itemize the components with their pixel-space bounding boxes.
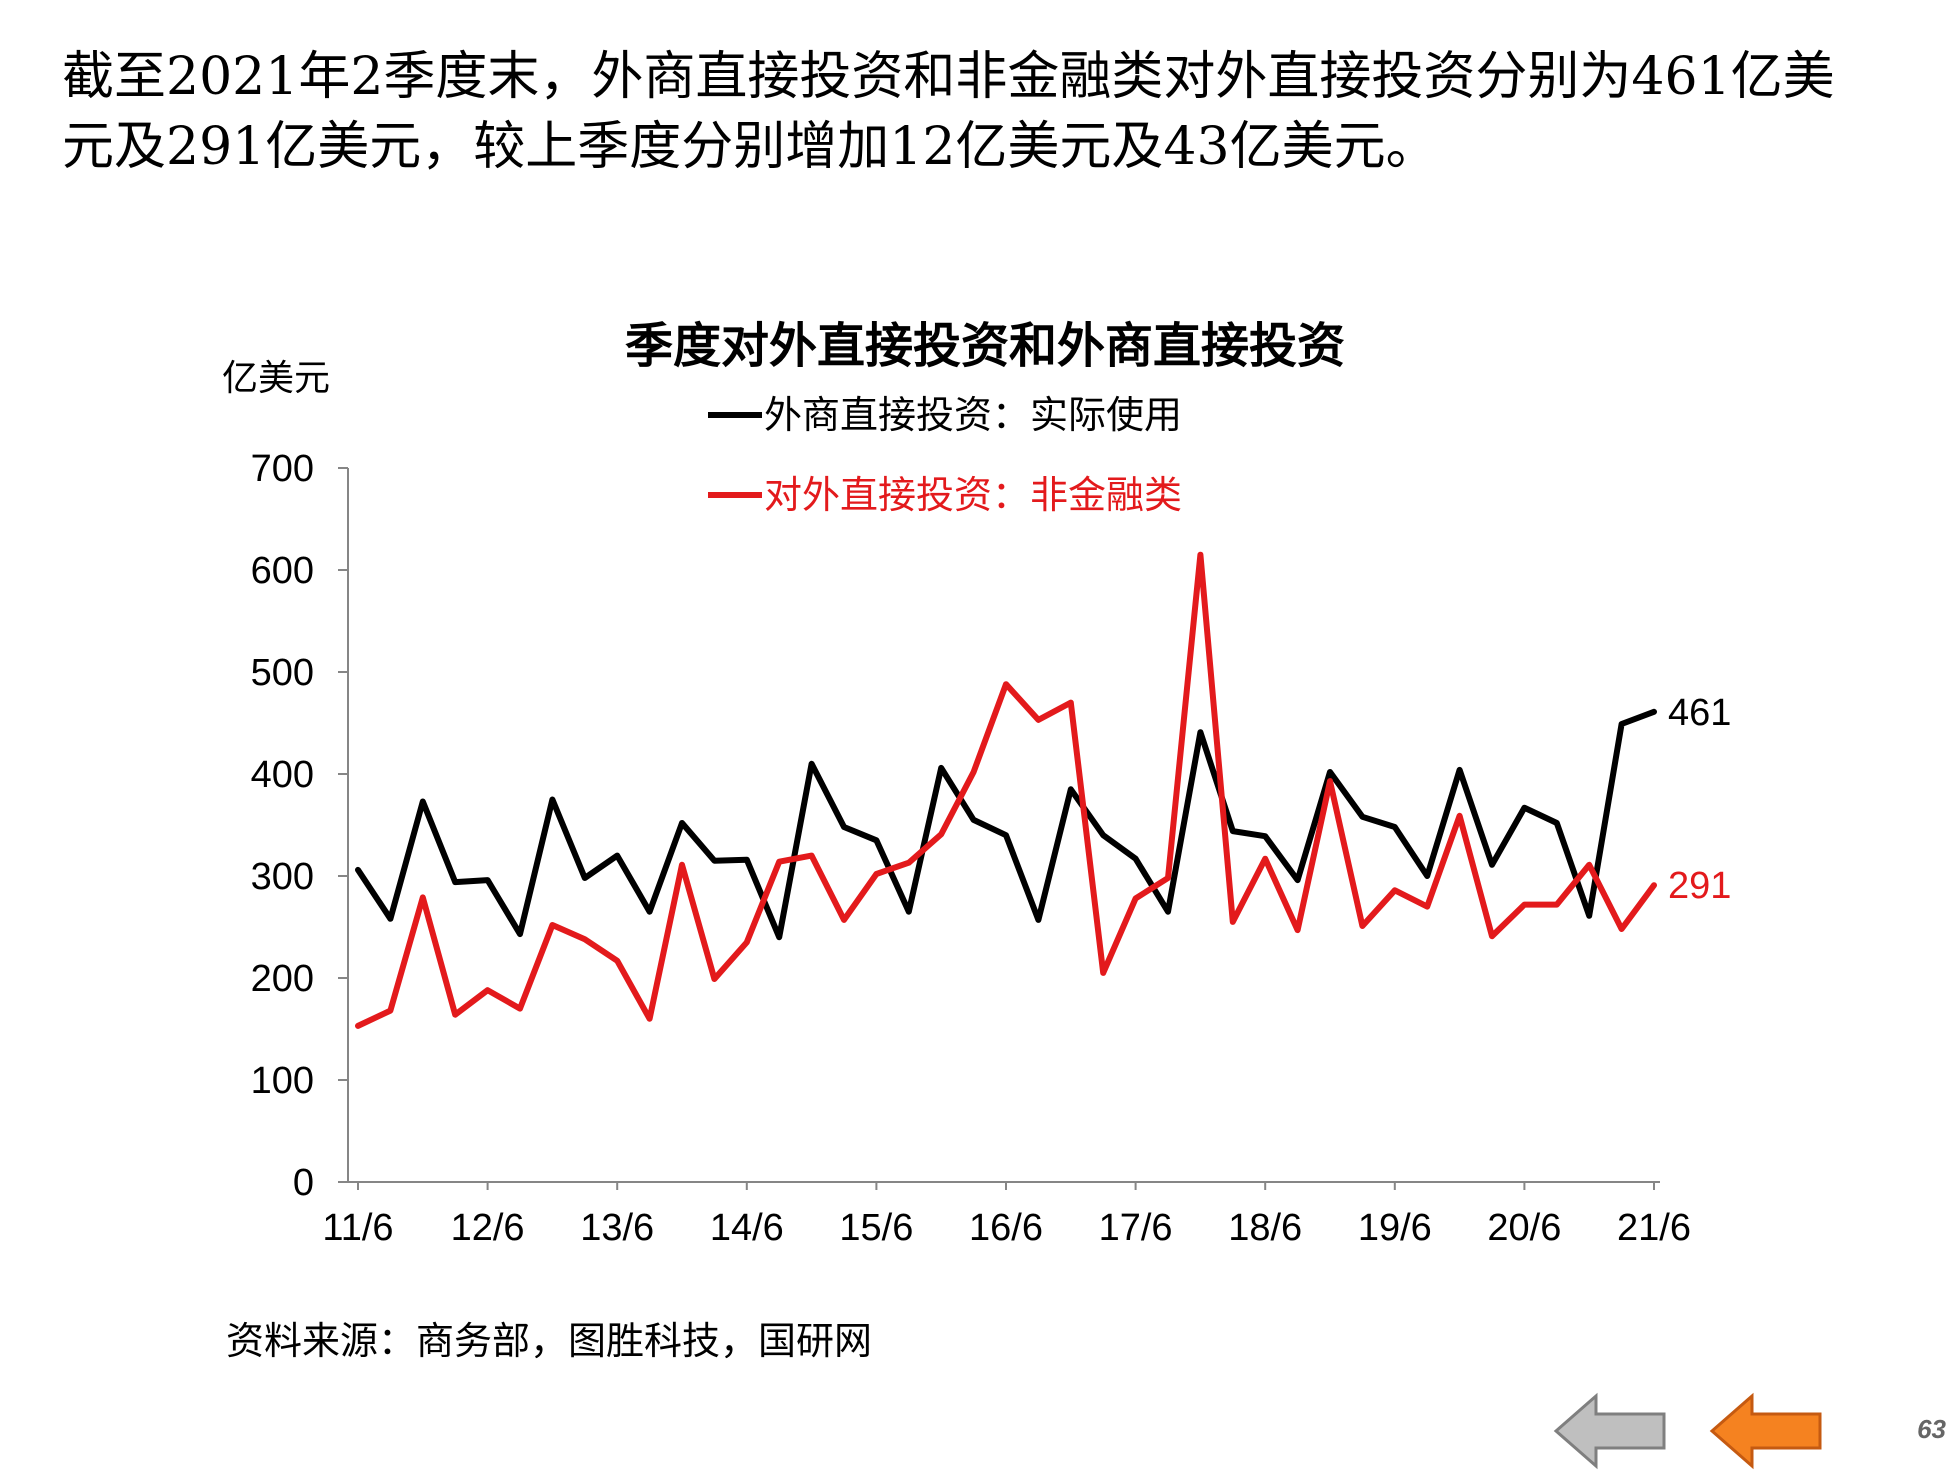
left-arrow-icon <box>1709 1392 1822 1470</box>
headline: 截至2021年2季度末，外商直接投资和非金融类对外直接投资分别为461亿美 元及… <box>62 42 1942 182</box>
end-label-fdi: 461 <box>1668 692 1731 734</box>
page-number: 63 <box>1917 1414 1946 1444</box>
back-arrow-button[interactable] <box>1552 1392 1670 1470</box>
x-tick-label: 11/6 <box>322 1207 393 1249</box>
y-tick-label: 300 <box>251 856 314 898</box>
legend-label-fdi: 外商直接投资：实际使用 <box>764 393 1182 437</box>
series-line-fdi <box>355 708 1657 941</box>
y-tick-label: 400 <box>251 754 314 796</box>
x-tick-label: 13/6 <box>580 1207 654 1249</box>
x-tick-label: 15/6 <box>839 1207 913 1249</box>
end-label-odi: 291 <box>1668 865 1731 907</box>
axes: 0 100 200 300 400 500 600 700 11/6 12/6 13/6 14/6 15… <box>251 448 1691 1249</box>
source-note: 资料来源：商务部，图胜科技，国研网 <box>226 1319 873 1363</box>
y-tick-label: 600 <box>251 550 314 592</box>
series-layer: 461 291 <box>355 551 1731 1029</box>
headline-line-1: 截至2021年2季度末，外商直接投资和非金融类对外直接投资分别为461亿美 <box>62 47 1835 107</box>
y-tick-label: 500 <box>251 652 314 694</box>
x-tick-label: 19/6 <box>1358 1207 1432 1249</box>
headline-line-2: 元及291亿美元，较上季度分别增加12亿美元及43亿美元。 <box>62 117 1438 177</box>
x-tick-label: 16/6 <box>969 1207 1043 1249</box>
series-line-odi <box>355 551 1657 1029</box>
y-tick-label: 100 <box>251 1060 314 1102</box>
left-arrow-icon <box>1553 1392 1666 1470</box>
forward-arrow-button[interactable] <box>1708 1392 1826 1470</box>
chart-title: 季度对外直接投资和外商直接投资 <box>625 318 1345 374</box>
x-tick-label: 17/6 <box>1099 1207 1173 1249</box>
y-tick-label: 700 <box>251 448 314 490</box>
x-tick-label: 18/6 <box>1228 1207 1302 1249</box>
y-tick-label: 0 <box>293 1162 314 1204</box>
x-tick-label: 20/6 <box>1487 1207 1561 1249</box>
legend-label-odi: 对外直接投资：非金融类 <box>764 473 1182 517</box>
x-tick-label: 12/6 <box>451 1207 525 1249</box>
x-tick-label: 21/6 <box>1617 1207 1691 1249</box>
x-tick-label: 14/6 <box>710 1207 784 1249</box>
y-tick-label: 200 <box>251 958 314 1000</box>
legend: 外商直接投资：实际使用 对外直接投资：非金融类 <box>708 393 1182 517</box>
y-axis-label: 亿美元 <box>222 358 330 399</box>
